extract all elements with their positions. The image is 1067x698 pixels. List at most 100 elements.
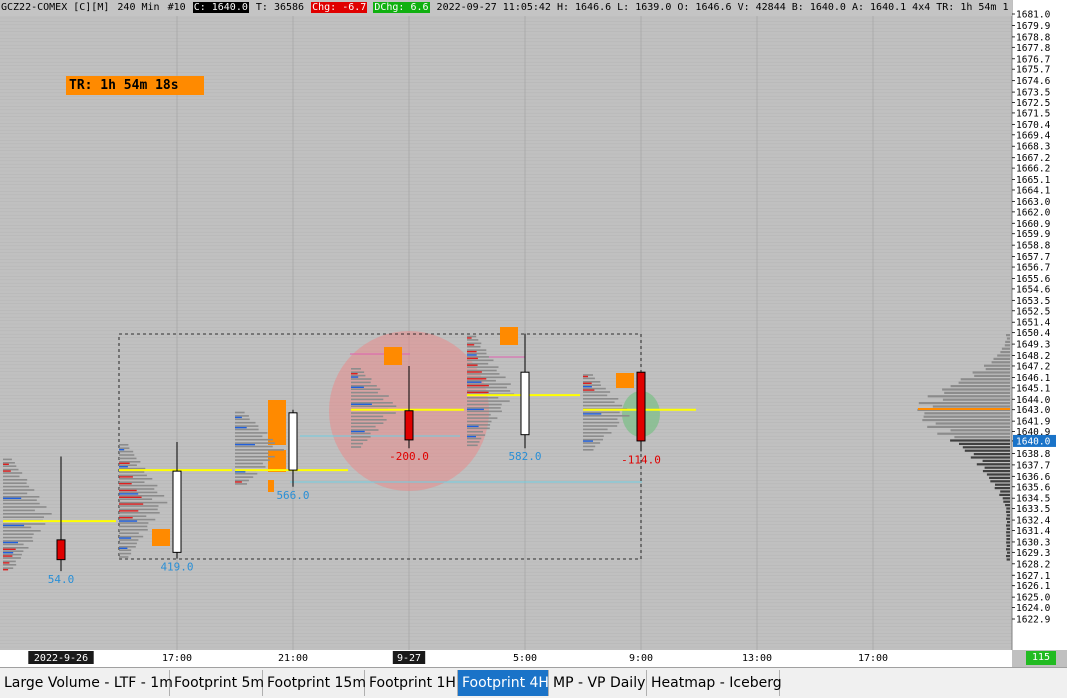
price-label: 1646.1 <box>1016 373 1051 384</box>
orange-marker <box>268 450 286 472</box>
footprint-sell <box>235 481 242 483</box>
footprint-row <box>351 432 371 435</box>
footprint-buy <box>467 354 477 356</box>
time-label: 9:00 <box>629 653 653 664</box>
price-label: 1671.5 <box>1016 108 1050 119</box>
footprint-row <box>119 501 168 504</box>
footprint-row <box>467 345 481 348</box>
footprint-row <box>351 425 376 428</box>
footprint-row <box>3 472 23 474</box>
footprint-buy <box>235 443 255 446</box>
footprint-row <box>467 390 511 392</box>
footprint-row <box>583 391 611 393</box>
footprint-sell <box>467 357 478 360</box>
profile-row <box>932 405 1010 408</box>
footprint-row <box>467 441 480 443</box>
footprint-buy <box>235 471 246 473</box>
price-label: 1676.7 <box>1016 54 1050 65</box>
price-label: 1649.3 <box>1016 340 1050 351</box>
price-label: 1674.6 <box>1016 76 1051 87</box>
footprint-row <box>351 374 366 377</box>
price-axis[interactable] <box>1012 0 1057 650</box>
footprint-row <box>235 421 256 424</box>
footprint-row <box>3 564 17 566</box>
footprint-row <box>119 522 149 524</box>
profile-row <box>962 446 1010 449</box>
bull-candle <box>288 412 298 471</box>
footprint-row <box>467 335 477 338</box>
footprint-row <box>351 371 365 373</box>
tab-footprint-1h[interactable]: Footprint 1H <box>365 670 458 696</box>
bear-candle <box>56 539 66 561</box>
footprint-row <box>583 438 603 441</box>
footprint-sell <box>119 510 139 512</box>
time-label: 5:00 <box>513 653 537 664</box>
footprint-buy <box>3 497 22 499</box>
footprint-row <box>583 394 608 397</box>
footprint-buy <box>467 435 476 438</box>
footprint-row <box>583 374 593 376</box>
footprint-row <box>119 478 153 480</box>
tab-footprint-5m[interactable]: Footprint 5m <box>170 670 264 696</box>
delta-label: -114.0 <box>621 453 661 466</box>
footprint-row <box>3 560 16 563</box>
profile-row <box>924 412 1010 415</box>
tab-mp-vp-daily[interactable]: MP - VP Daily <box>549 670 647 696</box>
time-label: 13:00 <box>742 653 772 664</box>
footprint-row <box>583 398 619 400</box>
footprint-row <box>235 483 247 485</box>
price-label: 1648.2 <box>1016 351 1050 362</box>
footprint-buy <box>351 376 359 378</box>
footprint-row <box>467 376 506 379</box>
footprint-row <box>583 384 601 386</box>
footprint-row <box>119 457 137 460</box>
footprint-buy <box>119 449 125 451</box>
footprint-row <box>583 411 620 414</box>
footprint-row <box>3 485 30 488</box>
profile-row <box>1005 504 1010 507</box>
profile-row <box>991 361 1010 364</box>
tab-heatmap-iceberg[interactable]: Heatmap - Iceberg <box>647 670 782 696</box>
tab-footprint-4h[interactable]: Footprint 4H <box>458 670 549 696</box>
price-label: 1622.9 <box>1016 615 1051 626</box>
delta-label: 582.0 <box>508 450 541 463</box>
footprint-row <box>351 368 361 370</box>
profile-row <box>927 395 1010 398</box>
delta-label: 54.0 <box>48 573 75 586</box>
footprint-row <box>583 425 618 427</box>
tab-footprint-15m[interactable]: Footprint 15m <box>263 670 366 696</box>
footprint-buy <box>119 547 128 549</box>
footprint-row <box>467 417 498 419</box>
footprint-sell <box>119 483 132 485</box>
price-label: 1635.6 <box>1016 482 1051 493</box>
footprint-buy <box>3 552 14 554</box>
footprint-row <box>583 418 618 420</box>
change-label: Chg: -6.7 <box>311 2 368 13</box>
footprint-buy <box>583 386 592 388</box>
footprint-row <box>467 403 502 406</box>
profile-row <box>1006 544 1010 547</box>
price-label: 1664.1 <box>1016 185 1051 196</box>
footprint-row <box>119 488 155 490</box>
profile-row <box>984 364 1010 367</box>
tab-large-volume[interactable]: Large Volume - LTF - 1m <box>0 670 173 696</box>
footprint-sell <box>467 350 477 353</box>
footprint-row <box>3 567 14 569</box>
footprint-sell <box>3 562 10 564</box>
footprint-sell <box>467 364 478 366</box>
trades-label: T: 36586 <box>255 2 305 13</box>
footprint-row <box>3 489 35 491</box>
profile-row <box>1006 334 1010 337</box>
footprint-row <box>351 388 381 390</box>
time-axis[interactable] <box>0 650 1012 667</box>
footprint-sell <box>119 489 137 492</box>
footprint-row <box>467 342 482 345</box>
current-price-box <box>1013 434 1056 447</box>
profile-row <box>1000 351 1010 354</box>
price-label: 1667.2 <box>1016 153 1050 164</box>
price-label: 1624.0 <box>1016 603 1051 614</box>
footprint-row <box>235 452 269 455</box>
profile-row <box>985 368 1010 371</box>
footprint-row <box>235 428 259 431</box>
